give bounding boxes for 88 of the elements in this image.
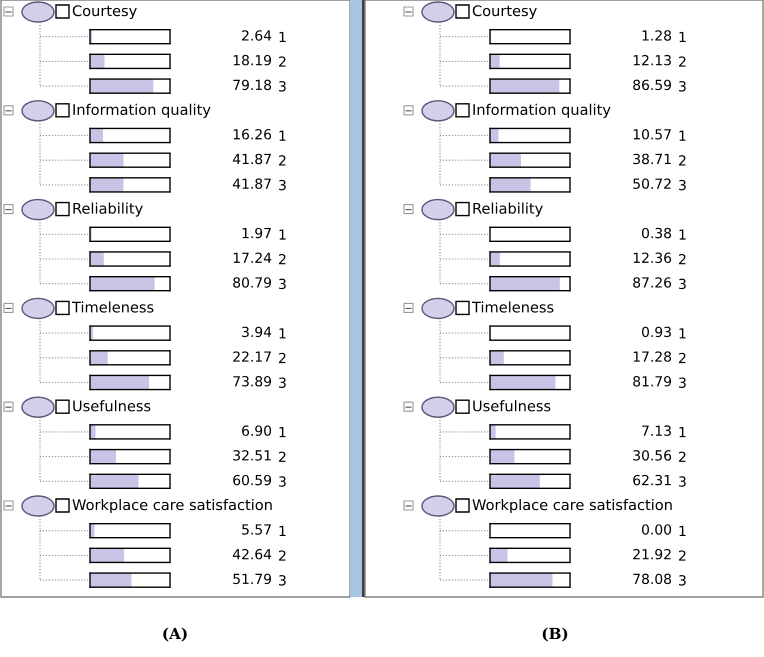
- y-tick-label: 1: [280, 427, 286, 438]
- annotation: Usefulness: [473, 400, 550, 412]
- y-tick-label: 2: [679, 352, 686, 364]
- y-tick-label: 2: [279, 155, 286, 166]
- y-tick-label: 2: [279, 56, 286, 67]
- y-tick-label: 1: [680, 427, 686, 438]
- data-label: 51.79: [233, 574, 272, 584]
- annotation: Courtesy: [472, 5, 537, 20]
- data-label: 3.94: [242, 326, 272, 338]
- y-tick-label: 2: [279, 352, 286, 364]
- annotation: Usefulness: [73, 400, 150, 412]
- annotation: Reliability: [73, 202, 143, 217]
- data-label: 18.19: [234, 54, 272, 66]
- x-axis-title: (A): [163, 627, 187, 642]
- y-tick-label: 3: [679, 476, 686, 487]
- y-tick-label: 3: [679, 377, 686, 388]
- annotation: Information quality: [73, 104, 211, 118]
- data-label: 6.90: [242, 425, 272, 436]
- annotation: Workplace care satisfaction: [72, 498, 272, 514]
- data-label: 50.72: [633, 178, 671, 189]
- y-tick-label: 3: [279, 278, 286, 290]
- y-tick-label: 3: [279, 575, 286, 586]
- data-label: 42.64: [232, 548, 272, 560]
- y-tick-label: 1: [680, 32, 686, 42]
- y-tick-label: 2: [679, 254, 686, 264]
- data-label: 78.08: [633, 574, 672, 584]
- data-label: 79.18: [233, 80, 272, 90]
- data-label: 0.00: [642, 524, 672, 535]
- data-label: 7.13: [642, 425, 671, 436]
- y-tick-label: 2: [279, 452, 286, 462]
- y-tick-label: 2: [679, 155, 686, 166]
- data-label: 21.92: [633, 548, 671, 560]
- y-tick-label: 3: [279, 180, 286, 190]
- data-label: 16.26: [234, 129, 272, 140]
- data-label: 62.31: [633, 474, 671, 486]
- data-label: 12.36: [634, 252, 672, 264]
- data-label: 32.51: [233, 450, 271, 461]
- y-tick-label: 1: [680, 328, 686, 338]
- bar: [490, 375, 556, 390]
- y-tick-label: 1: [280, 130, 286, 141]
- y-tick-label: 1: [680, 130, 686, 141]
- annotation: Timeleness: [472, 301, 554, 313]
- data-label: 41.87: [232, 178, 271, 189]
- data-label: 38.71: [633, 154, 671, 164]
- y-tick-label: 3: [279, 377, 286, 388]
- data-label: 22.17: [233, 351, 271, 362]
- x-axis-title: (B): [542, 627, 568, 642]
- y-tick-label: 2: [679, 550, 686, 561]
- y-tick-label: 2: [679, 452, 686, 462]
- y-tick-label: 2: [679, 56, 686, 67]
- data-label: 17.28: [634, 351, 672, 362]
- data-label: 0.93: [642, 326, 671, 338]
- y-tick-label: 1: [280, 32, 286, 42]
- y-tick-label: 2: [279, 550, 286, 561]
- y-tick-label: 3: [679, 278, 686, 290]
- data-label: 5.57: [242, 524, 271, 535]
- data-label: 87.26: [633, 277, 672, 288]
- y-tick-label: 1: [680, 526, 686, 536]
- y-tick-label: 1: [280, 328, 286, 338]
- data-label: 81.79: [633, 376, 672, 387]
- y-tick-label: 3: [679, 180, 686, 190]
- y-tick-label: 1: [680, 229, 686, 240]
- y-tick-label: 3: [279, 476, 286, 487]
- annotation: Workplace care satisfaction: [472, 498, 672, 514]
- data-label: 86.59: [633, 80, 672, 90]
- data-label: 17.24: [234, 252, 272, 263]
- data-label: 2.64: [242, 30, 272, 41]
- data-label: 12.13: [634, 54, 671, 66]
- annotation: Reliability: [473, 202, 543, 217]
- data-label: 80.79: [233, 277, 272, 288]
- data-label: 60.59: [233, 474, 272, 486]
- y-tick-label: 1: [280, 526, 286, 536]
- data-label: 0.38: [642, 228, 672, 238]
- data-label: 41.87: [232, 154, 271, 164]
- annotation: Timeleness: [72, 301, 154, 313]
- y-tick-label: 3: [679, 81, 686, 92]
- y-tick-label: 3: [279, 81, 286, 92]
- data-label: 73.89: [233, 376, 272, 387]
- data-label: 10.57: [634, 129, 671, 140]
- data-label: 1.97: [242, 228, 271, 238]
- y-tick-label: 1: [280, 229, 286, 240]
- bar: [90, 375, 150, 390]
- annotation: Information quality: [473, 104, 611, 118]
- annotation: Courtesy: [72, 5, 137, 20]
- data-label: 30.56: [633, 450, 672, 461]
- y-tick-label: 2: [279, 254, 286, 264]
- data-label: 1.28: [642, 30, 672, 41]
- y-tick-label: 3: [679, 575, 686, 586]
